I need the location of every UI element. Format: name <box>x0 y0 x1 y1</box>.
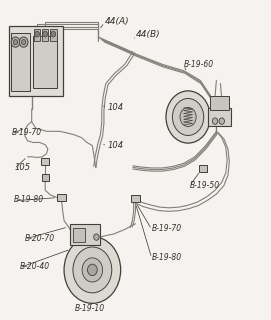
FancyBboxPatch shape <box>73 228 85 242</box>
Text: B-19-10: B-19-10 <box>75 304 105 313</box>
Circle shape <box>11 37 20 47</box>
Circle shape <box>51 31 56 37</box>
Circle shape <box>94 234 99 240</box>
FancyBboxPatch shape <box>199 165 208 172</box>
Circle shape <box>212 118 218 124</box>
Circle shape <box>172 99 204 135</box>
Circle shape <box>82 258 103 282</box>
FancyBboxPatch shape <box>208 108 231 125</box>
Text: 44(A): 44(A) <box>105 17 129 26</box>
Text: B-19-70: B-19-70 <box>152 224 182 233</box>
Circle shape <box>88 264 97 276</box>
Text: B-20-40: B-20-40 <box>20 262 50 271</box>
FancyBboxPatch shape <box>70 224 100 245</box>
Text: B-20-70: B-20-70 <box>25 234 55 243</box>
FancyBboxPatch shape <box>41 158 49 165</box>
FancyBboxPatch shape <box>57 194 66 201</box>
FancyBboxPatch shape <box>42 174 49 181</box>
Circle shape <box>180 108 196 126</box>
Text: B-19-70: B-19-70 <box>11 128 42 137</box>
FancyBboxPatch shape <box>9 26 63 96</box>
Circle shape <box>13 40 18 45</box>
FancyBboxPatch shape <box>33 36 57 88</box>
Circle shape <box>166 91 210 143</box>
FancyBboxPatch shape <box>50 29 57 41</box>
Circle shape <box>73 247 112 293</box>
Text: 105: 105 <box>14 164 30 172</box>
FancyBboxPatch shape <box>131 195 140 202</box>
Circle shape <box>19 37 28 47</box>
Circle shape <box>219 118 224 124</box>
FancyBboxPatch shape <box>34 29 40 41</box>
Text: 44(B): 44(B) <box>136 30 160 39</box>
Text: B-19-80: B-19-80 <box>14 195 44 204</box>
Text: B-19-80: B-19-80 <box>152 253 182 262</box>
FancyBboxPatch shape <box>11 33 30 92</box>
Text: B-19-60: B-19-60 <box>184 60 214 69</box>
FancyBboxPatch shape <box>210 96 228 110</box>
FancyBboxPatch shape <box>42 29 49 41</box>
Text: B-19-50: B-19-50 <box>189 181 220 190</box>
Circle shape <box>21 40 26 45</box>
Circle shape <box>64 236 121 303</box>
Circle shape <box>43 31 48 37</box>
Circle shape <box>35 31 40 37</box>
Text: 104: 104 <box>107 141 123 150</box>
Text: 104: 104 <box>107 103 123 112</box>
